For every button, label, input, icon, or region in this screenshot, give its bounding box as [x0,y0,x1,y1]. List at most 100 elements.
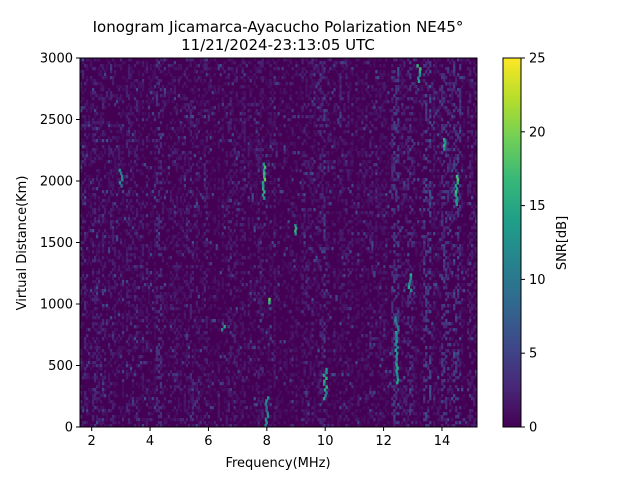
heatmap-cell [247,142,250,146]
heatmap-cell [225,154,228,158]
heatmap-cell [271,352,274,356]
heatmap-cell [83,145,87,149]
heatmap-cell [229,394,232,398]
heatmap-cell [257,217,260,221]
heatmap-cell [177,64,181,68]
heatmap-cell [131,121,135,125]
heatmap-cell [181,418,185,422]
heatmap-cell [91,136,95,140]
heatmap-cell [141,340,145,344]
heatmap-cell [80,367,83,371]
heatmap-cell [115,193,119,197]
heatmap-cell [157,226,161,230]
heatmap-cell [303,253,306,257]
heatmap-cell [303,181,306,185]
heatmap-cell [125,145,129,149]
heatmap-cell [173,184,177,188]
heatmap-cell [139,238,143,242]
heatmap-cell [80,385,83,389]
heatmap-cell [99,223,103,227]
heatmap-cell [243,133,246,137]
heatmap-cell [227,361,230,365]
heatmap-cell [101,145,105,149]
heatmap-cell [171,76,175,80]
heatmap-cell [95,247,99,251]
heatmap-cell [121,151,125,155]
heatmap-cell [295,346,298,350]
heatmap-cell [263,289,266,293]
heatmap-cell [209,304,212,308]
heatmap-cell [271,367,274,371]
heatmap-cell [137,202,141,206]
heatmap-cell [169,271,173,275]
heatmap-cell [123,112,127,116]
heatmap-cell [255,277,258,281]
heatmap-cell [287,418,290,422]
heatmap-cell [107,175,111,179]
heatmap-cell [201,343,204,347]
heatmap-cell [131,112,135,116]
heatmap-cell [187,400,191,404]
heatmap-cell [133,115,137,119]
heatmap-cell [175,67,179,71]
heatmap-cell [149,349,153,353]
heatmap-cell [267,226,270,230]
heatmap-cell [81,97,85,101]
heatmap-cell [269,337,272,341]
heatmap-cell [179,214,183,218]
heatmap-cell [193,349,196,353]
heatmap-cell [221,127,224,131]
heatmap-cell [93,160,97,164]
heatmap-cell [133,223,137,227]
heatmap-cell [109,292,113,296]
heatmap-cell [201,94,204,98]
heatmap-cell [97,379,101,383]
heatmap-cell [153,187,157,191]
heatmap-cell [291,250,294,254]
heatmap-cell [207,211,210,215]
heatmap-cell [93,223,97,227]
heatmap-cell [175,337,179,341]
heatmap-cell [213,274,216,278]
heatmap-cell [213,229,216,233]
heatmap-cell [81,424,85,427]
heatmap-cell [113,250,117,254]
heatmap-cell [197,403,200,407]
heatmap-cell [227,76,230,80]
heatmap-cell [115,235,119,239]
heatmap-cell [167,322,171,326]
heatmap-cell [129,67,133,71]
heatmap-cell [227,220,230,224]
heatmap-cell [255,202,258,206]
heatmap-cell [195,382,198,386]
heatmap-cell [203,151,206,155]
heatmap-cell [97,358,101,362]
heatmap-cell [133,295,137,299]
heatmap-cell [167,376,171,380]
heatmap-cell [273,163,276,167]
heatmap-cell [243,97,246,101]
heatmap-cell [287,106,290,110]
heatmap-cell [153,67,157,71]
heatmap-cell [129,136,133,140]
heatmap-cell [243,235,246,239]
heatmap-cell [267,424,270,427]
heatmap-cell [273,268,276,272]
heatmap-cell [181,166,185,170]
heatmap-cell [153,205,157,209]
heatmap-cell [213,220,216,224]
heatmap-cell [241,412,244,416]
heatmap-cell [91,67,95,71]
heatmap-cell [303,160,306,164]
heatmap-cell [177,118,181,122]
heatmap-cell [227,400,230,404]
heatmap-cell [303,193,306,197]
heatmap-cell [219,364,222,368]
heatmap-cell [263,415,266,419]
heatmap-cell [85,328,89,332]
heatmap-cell [137,106,141,110]
heatmap-cell [101,238,105,242]
heatmap-cell [175,361,179,365]
heatmap-cell [197,337,200,341]
heatmap-cell [303,208,306,212]
